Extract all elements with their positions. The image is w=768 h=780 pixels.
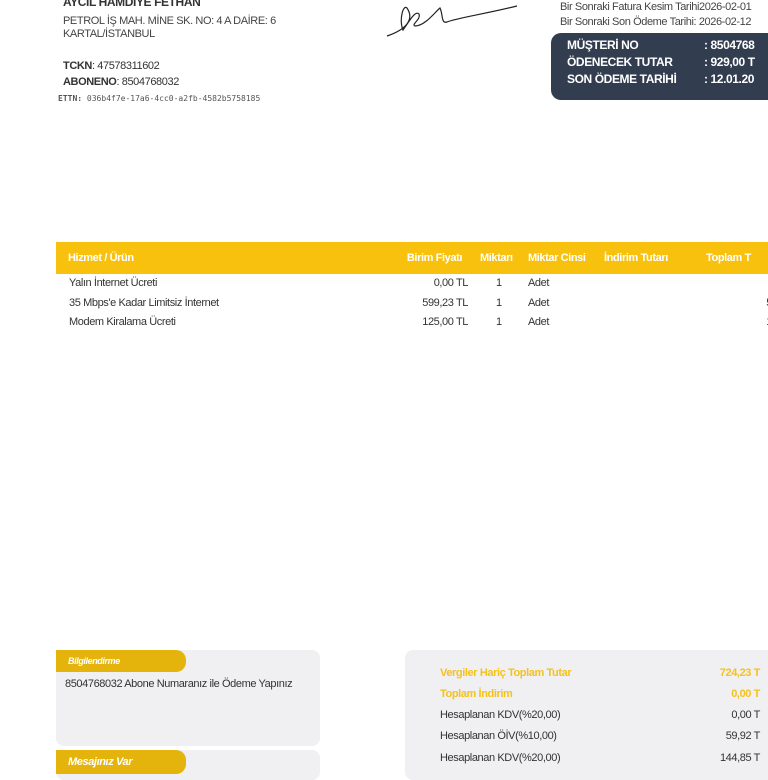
value: : 929,00 T	[704, 55, 755, 69]
total-excl-tax: Vergiler Hariç Toplam Tutar 724,23 T	[440, 667, 760, 679]
col-unit-price: Birim Fiyatı	[406, 252, 463, 264]
col-quantity: Miktarı	[480, 252, 513, 264]
abone-value: : 8504768032	[116, 76, 179, 88]
due-date-row: SON ÖDEME TARİHİ : 12.01.20	[567, 72, 768, 89]
col-unit-type: Miktar Cinsi	[528, 252, 586, 264]
customer-address: PETROL İŞ MAH. MİNE SK. NO: 4 A DAİRE: 6…	[63, 15, 276, 41]
info-card: Bilgilendirme 8504768032 Abone Numaranız…	[56, 650, 320, 746]
tckn-value: : 47578311602	[91, 60, 160, 72]
message-tag: Mesajınız Var	[56, 750, 186, 774]
label: Hesaplanan KDV(%20,00)	[440, 709, 561, 721]
total-discount: Toplam İndirim 0,00 T	[440, 688, 760, 700]
ettn-value: 036b4f7e-17a6-4cc0-a2fb-4582b5758185	[86, 94, 261, 103]
label: Hesaplanan KDV(%20,00)	[440, 752, 561, 764]
info-text: 8504768032 Abone Numaranız ile Ödeme Yap…	[65, 678, 293, 690]
cell: 1	[496, 316, 502, 328]
cell: 1	[496, 297, 502, 309]
address-line-2: KARTAL/İSTANBUL	[63, 28, 155, 40]
value: 144,85 T	[719, 752, 760, 764]
value: 724,23 T	[719, 667, 761, 679]
value: 0,00 T	[731, 688, 760, 700]
ettn: ETTN: 036b4f7e-17a6-4cc0-a2fb-4582b57581…	[58, 94, 260, 103]
table-row: Yalın İnternet Ücreti 0,00 TL 1 Adet	[56, 277, 768, 297]
table-row: Modem Kiralama Ücreti 125,00 TL 1 Adet 1	[56, 316, 768, 336]
col-discount: İndirim Tutarı	[604, 252, 668, 264]
cell: 0,00 TL	[433, 277, 469, 289]
cell: 1	[496, 277, 502, 289]
label: MÜŞTERİ NO	[567, 38, 639, 52]
col-service: Hizmet / Ürün	[68, 252, 134, 264]
cell: 1	[766, 316, 768, 328]
totals-card	[405, 650, 768, 780]
cell: 35 Mbps'e Kadar Limitsiz İnternet	[69, 297, 219, 309]
customer-no-row: MÜŞTERİ NO : 8504768	[567, 38, 768, 55]
cell: 125,00 TL	[422, 316, 468, 328]
label: Toplam İndirim	[440, 688, 513, 700]
next-due-date: Bir Sonraki Son Ödeme Tarihi: 2026-02-12	[560, 16, 751, 28]
label: Bir Sonraki Son Ödeme Tarihi:	[560, 16, 697, 28]
oiv-row: Hesaplanan ÖİV(%10,00) 59,92 T	[440, 730, 760, 742]
cell: Adet	[528, 316, 550, 328]
label: Hesaplanan ÖİV(%10,00)	[440, 730, 557, 742]
label: Bir Sonraki Fatura Kesim Tarihi	[560, 1, 700, 13]
signature-image	[386, 5, 518, 37]
label: SON ÖDEME TARİHİ	[567, 72, 677, 86]
value: 2026-02-01	[699, 1, 752, 13]
message-card: Mesajınız Var	[56, 750, 320, 780]
value: 0,00 T	[731, 709, 760, 721]
address-line-1: PETROL İŞ MAH. MİNE SK. NO: 4 A DAİRE: 6	[63, 15, 276, 27]
tckn: TCKN: 47578311602	[63, 60, 160, 72]
kdv-row: Hesaplanan KDV(%20,00) 0,00 T	[440, 709, 760, 721]
cell: Adet	[528, 277, 550, 289]
kdv-row: Hesaplanan KDV(%20,00) 144,85 T	[440, 752, 760, 764]
amount-due-row: ÖDENECEK TUTAR : 929,00 T	[567, 55, 768, 72]
cell: Yalın İnternet Ücreti	[69, 277, 157, 289]
cell: 599,23 TL	[422, 297, 468, 309]
label: ÖDENECEK TUTAR	[567, 55, 673, 69]
payment-summary-box: MÜŞTERİ NO : 8504768 ÖDENECEK TUTAR : 929,…	[551, 33, 768, 100]
value: 59,92 T	[725, 730, 761, 742]
next-invoice-date: Bir Sonraki Fatura Kesim Tarihi2026-02-0…	[560, 1, 752, 13]
value: : 8504768	[704, 38, 755, 52]
label: Vergiler Hariç Toplam Tutar	[440, 667, 572, 679]
table-header: Hizmet / Ürün Birim Fiyatı Miktarı Mikta…	[56, 242, 768, 274]
info-tag: Bilgilendirme	[56, 650, 186, 672]
value: : 12.01.20	[704, 72, 755, 86]
value: 2026-02-12	[698, 16, 752, 28]
cell: Modem Kiralama Ücreti	[69, 316, 176, 328]
table-row: 35 Mbps'e Kadar Limitsiz İnternet 599,23 …	[56, 297, 768, 317]
col-total: Toplam T	[706, 252, 751, 264]
ettn-label: ETTN:	[58, 94, 83, 103]
abone-no: ABONENO: 8504768032	[63, 76, 179, 88]
abone-label: ABONENO	[63, 76, 117, 88]
tckn-label: TCKN	[63, 60, 92, 72]
customer-name: AYCIL HAMDİYE FETHAN	[63, 0, 201, 9]
cell: Adet	[528, 297, 550, 309]
cell: 5	[766, 297, 768, 309]
